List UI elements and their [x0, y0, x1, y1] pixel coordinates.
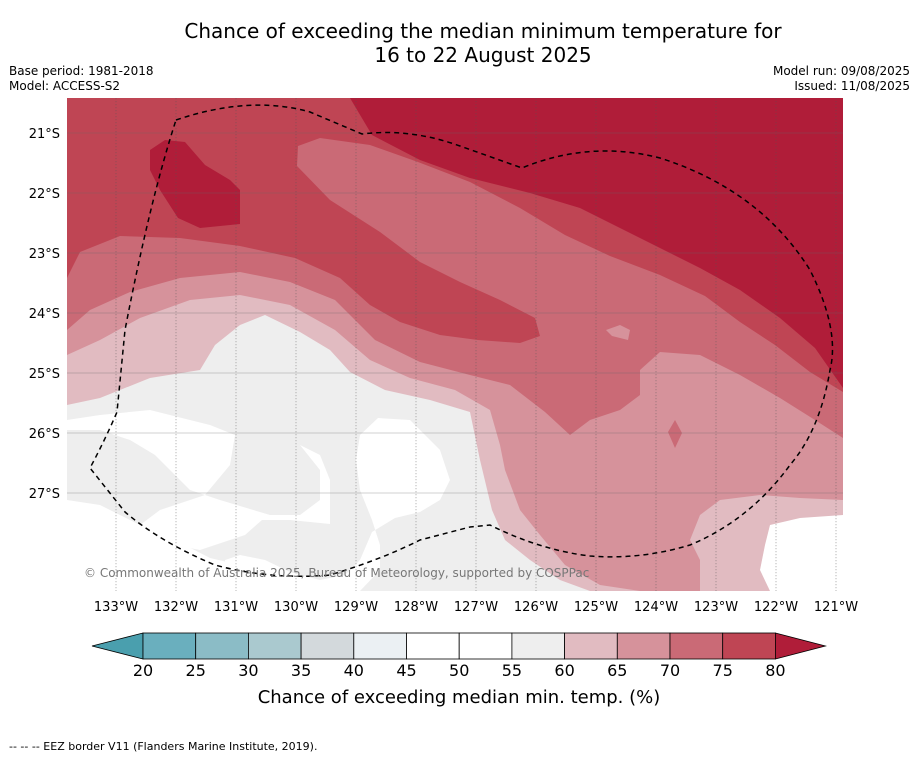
latitude-label: 23°S — [29, 247, 60, 262]
colorbar-tick-label: 55 — [502, 661, 522, 680]
issued-label: Issued: 11/08/2025 — [794, 79, 910, 93]
colorbar-tick-label: 35 — [291, 661, 311, 680]
longitude-label: 131°W — [214, 600, 258, 615]
island — [606, 325, 630, 340]
base-period-label: Base period: 1981-2018 — [9, 64, 154, 78]
colorbar-tick-label: 50 — [449, 661, 469, 680]
longitude-label: 129°W — [334, 600, 378, 615]
colorbar-segment — [142, 632, 197, 660]
longitude-label: 126°W — [514, 600, 558, 615]
colorbar-tick-label: 65 — [607, 661, 627, 680]
colorbar-tick-label: 70 — [660, 661, 680, 680]
graticule — [115, 98, 837, 591]
colorbar-segment — [406, 632, 460, 660]
colorbar-tick-label: 45 — [396, 661, 416, 680]
longitude-label: 124°W — [634, 600, 678, 615]
colorbar-tick-label: 80 — [765, 661, 785, 680]
colorbar-segment — [458, 632, 513, 660]
colorbar-segment — [300, 632, 355, 660]
longitude-label: 127°W — [454, 600, 498, 615]
longitude-label: 121°W — [814, 600, 858, 615]
latitude-label: 27°S — [29, 487, 60, 502]
colorbar-extend-low — [91, 632, 144, 660]
eez-border — [89, 104, 834, 577]
colorbar-tick-label: 40 — [344, 661, 364, 680]
longitude-label: 128°W — [394, 600, 438, 615]
latitude-label: 26°S — [29, 427, 60, 442]
longitude-label: 125°W — [574, 600, 618, 615]
island — [668, 420, 682, 448]
latitude-label: 22°S — [29, 187, 60, 202]
colorbar-segment — [195, 632, 249, 660]
colorbar-tick-label: 75 — [713, 661, 733, 680]
colorbar-title: Chance of exceeding median min. temp. (%… — [258, 687, 661, 708]
longitude-label: 122°W — [754, 600, 798, 615]
longitude-label: 130°W — [274, 600, 318, 615]
band-45-55-central — [225, 418, 450, 591]
colorbar-extend-high — [775, 632, 827, 660]
model-label: Model: ACCESS-S2 — [9, 79, 121, 93]
model-run-label: Model run: 09/08/2025 — [772, 64, 910, 78]
copyright-text: © Commonwealth of Australia 2025, Bureau… — [84, 566, 589, 580]
colorbar-segment — [247, 632, 302, 660]
colorbar-segment — [511, 632, 565, 660]
band-45-55-southwest — [67, 500, 320, 591]
colorbar-tick-label: 20 — [133, 661, 153, 680]
colorbar-segment — [616, 632, 671, 660]
eez-footnote: -- -- -- EEZ border V11 (Flanders Marine… — [9, 740, 318, 753]
colorbar-segment — [722, 632, 776, 660]
map-title-line2: 16 to 22 August 2025 — [374, 43, 592, 67]
colorbar-tick-label: 30 — [238, 661, 258, 680]
longitude-label: 133°W — [94, 600, 138, 615]
latitude-label: 21°S — [29, 127, 60, 142]
band-45-55-east — [760, 515, 843, 591]
band-45-55-west — [67, 410, 330, 550]
latitude-label: 25°S — [29, 367, 60, 382]
latitude-label: 24°S — [29, 307, 60, 322]
longitude-label: 132°W — [154, 600, 198, 615]
colorbar-tick-label: 25 — [186, 661, 206, 680]
map-title-line1: Chance of exceeding the median minimum t… — [184, 19, 782, 43]
band-80-plus-west-blob — [150, 140, 240, 228]
colorbar-segment — [353, 632, 407, 660]
longitude-label: 123°W — [694, 600, 738, 615]
colorbar — [91, 632, 827, 660]
colorbar-segment — [669, 632, 724, 660]
colorbar-segment — [564, 632, 618, 660]
probability-field — [67, 98, 843, 591]
colorbar-tick-label: 60 — [554, 661, 574, 680]
